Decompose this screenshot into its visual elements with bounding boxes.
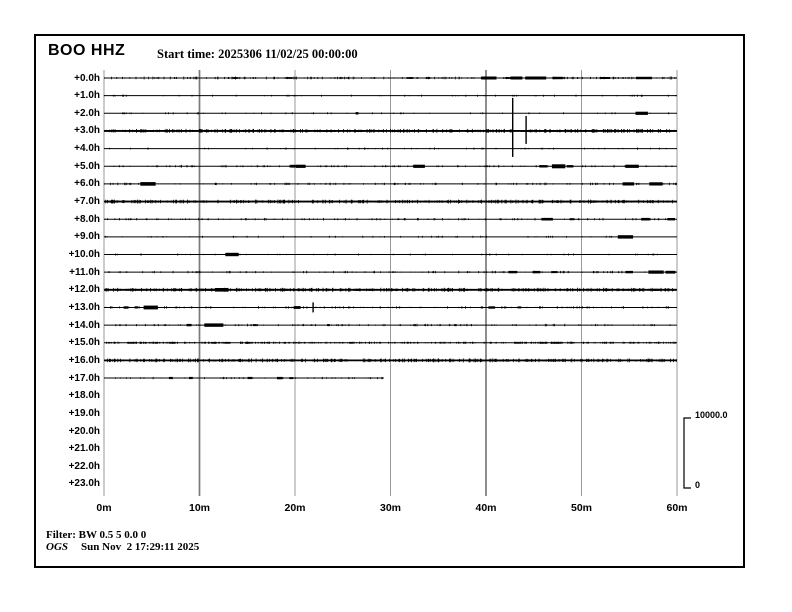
hour-tick-label: +15.0h (68, 337, 100, 349)
hour-tick-label: +12.0h (68, 284, 100, 296)
hour-tick-label: +23.0h (68, 478, 100, 490)
hour-tick-label: +1.0h (74, 90, 100, 102)
hour-tick-label: +8.0h (74, 213, 100, 225)
render-timestamp: Sun Nov 2 17:29:11 2025 (81, 541, 200, 553)
hour-tick-label: +3.0h (74, 125, 100, 137)
minute-tick-label: 50m (570, 502, 592, 514)
minute-tick-label: 60m (666, 502, 688, 514)
plot-frame (34, 34, 745, 568)
hour-tick-label: +16.0h (68, 354, 100, 366)
hour-tick-label: +6.0h (74, 178, 100, 190)
hour-tick-label: +22.0h (68, 460, 100, 472)
minute-tick-label: 0m (96, 502, 112, 514)
minute-tick-label: 10m (188, 502, 210, 514)
hour-tick-label: +17.0h (68, 372, 100, 384)
minute-tick-label: 20m (284, 502, 306, 514)
hour-tick-label: +9.0h (74, 231, 100, 243)
hour-tick-label: +19.0h (68, 407, 100, 419)
start-time-label: Start time: 2025306 11/02/25 00:00:00 (157, 47, 358, 61)
hour-tick-label: +10.0h (68, 249, 100, 260)
station-title: BOO HHZ (48, 42, 126, 59)
scale-max-label: 10000.0 (695, 410, 728, 420)
hour-tick-label: +0.0h (74, 72, 100, 84)
scale-min-label: 0 (695, 480, 701, 490)
footer-credit: OGS Sun Nov 2 17:29:11 2025 (46, 541, 199, 553)
hour-tick-label: +4.0h (74, 143, 100, 155)
hour-tick-label: +21.0h (68, 443, 100, 455)
filter-label: Filter: BW 0.5 5 0.0 0 (46, 529, 147, 541)
hour-tick-label: +7.0h (74, 196, 100, 207)
hour-tick-label: +20.0h (68, 425, 100, 437)
minute-tick-label: 30m (379, 502, 401, 514)
agency-label: OGS (46, 541, 69, 553)
hour-tick-label: +11.0h (69, 266, 100, 278)
hour-tick-label: +18.0h (68, 390, 100, 402)
hour-tick-label: +14.0h (68, 319, 100, 331)
hour-tick-label: +2.0h (74, 107, 100, 119)
hour-tick-label: +5.0h (74, 160, 100, 172)
minute-tick-label: 40m (475, 502, 497, 514)
hour-tick-label: +13.0h (68, 301, 100, 313)
